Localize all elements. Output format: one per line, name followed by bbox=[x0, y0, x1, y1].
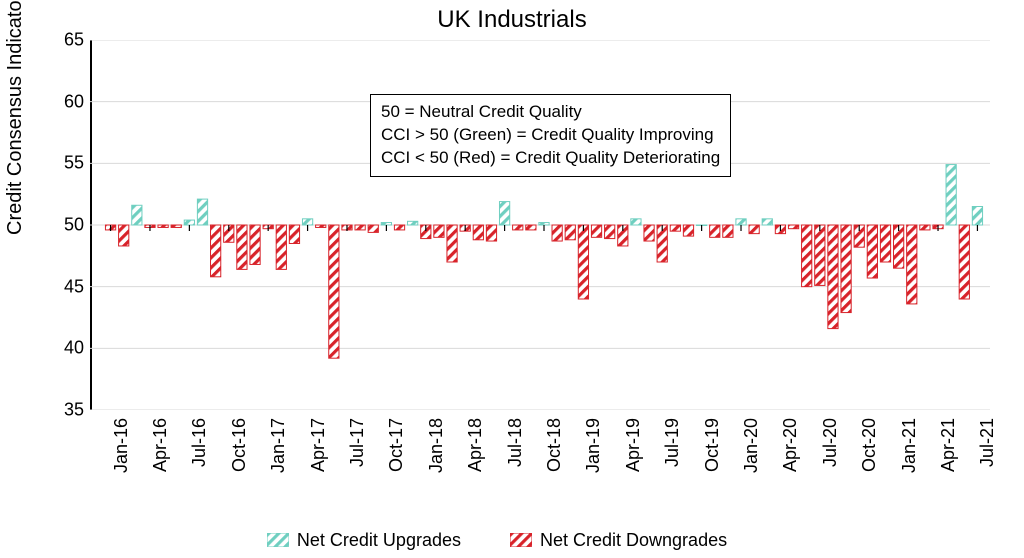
bar-downgrade bbox=[815, 225, 825, 285]
x-tick-label: Oct-19 bbox=[702, 418, 723, 472]
x-tick-label: Jul-18 bbox=[505, 418, 526, 467]
bar-downgrade bbox=[802, 225, 812, 287]
y-axis-label: Credit Consensus Indicator (CCI) bbox=[4, 0, 27, 235]
y-tick-label: 45 bbox=[64, 276, 84, 297]
bar-downgrade bbox=[749, 225, 759, 234]
y-tick-label: 65 bbox=[64, 30, 84, 51]
x-tick-label: Jan-18 bbox=[426, 418, 447, 473]
legend-label-upgrades: Net Credit Upgrades bbox=[297, 530, 461, 551]
legend-item-upgrades: Net Credit Upgrades bbox=[297, 530, 461, 551]
bar-upgrade bbox=[972, 207, 982, 226]
bar-downgrade bbox=[276, 225, 286, 269]
bar-downgrade bbox=[920, 225, 930, 230]
bar-upgrade bbox=[197, 199, 207, 225]
legend-item-downgrades: Net Credit Downgrades bbox=[510, 530, 727, 551]
bar-upgrade bbox=[736, 219, 746, 225]
plot-area: 50 = Neutral Credit Quality CCI > 50 (Gr… bbox=[90, 40, 990, 410]
bar-downgrade bbox=[368, 225, 378, 232]
bar-downgrade bbox=[894, 225, 904, 268]
x-tick-label: Jul-17 bbox=[347, 418, 368, 467]
bar-downgrade bbox=[473, 225, 483, 240]
bar-upgrade bbox=[132, 205, 142, 225]
bar-upgrade bbox=[946, 165, 956, 225]
annotation-line: CCI > 50 (Green) = Credit Quality Improv… bbox=[381, 124, 720, 147]
chart-container: UK Industrials Credit Consensus Indicato… bbox=[0, 0, 1024, 558]
y-tick-label: 40 bbox=[64, 338, 84, 359]
bar-downgrade bbox=[723, 225, 733, 237]
x-tick-label: Oct-17 bbox=[386, 418, 407, 472]
bar-downgrade bbox=[683, 225, 693, 236]
legend-label-downgrades: Net Credit Downgrades bbox=[540, 530, 727, 551]
x-tick-label: Jul-21 bbox=[977, 418, 998, 467]
x-tick-label: Apr-17 bbox=[308, 418, 329, 472]
x-tick-label: Apr-20 bbox=[780, 418, 801, 472]
bar-downgrade bbox=[788, 225, 798, 229]
bar-downgrade bbox=[578, 225, 588, 299]
bar-downgrade bbox=[329, 225, 339, 358]
y-tick-label: 35 bbox=[64, 400, 84, 421]
x-tick-label: Jan-19 bbox=[583, 418, 604, 473]
bar-downgrade bbox=[605, 225, 615, 239]
bar-downgrade bbox=[355, 225, 365, 230]
bar-downgrade bbox=[710, 225, 720, 237]
bar-upgrade bbox=[499, 202, 509, 225]
bar-downgrade bbox=[119, 225, 129, 246]
x-tick-label: Apr-21 bbox=[938, 418, 959, 472]
x-tick-label: Oct-18 bbox=[544, 418, 565, 472]
bar-downgrade bbox=[513, 225, 523, 230]
bar-downgrade bbox=[447, 225, 457, 262]
x-tick-label: Jul-20 bbox=[820, 418, 841, 467]
bar-downgrade bbox=[880, 225, 890, 262]
bar-upgrade bbox=[762, 219, 772, 225]
bar-downgrade bbox=[552, 225, 562, 241]
bar-downgrade bbox=[394, 225, 404, 230]
legend: Net Credit Upgrades Net Credit Downgrade… bbox=[0, 530, 1024, 553]
bar-downgrade bbox=[670, 225, 680, 231]
bar-upgrade bbox=[408, 221, 418, 225]
x-tick-label: Jan-16 bbox=[111, 418, 132, 473]
bar-upgrade bbox=[381, 223, 391, 225]
x-tick-label: Apr-16 bbox=[150, 418, 171, 472]
bar-downgrade bbox=[828, 225, 838, 329]
bar-downgrade bbox=[591, 225, 601, 237]
bar-downgrade bbox=[434, 225, 444, 237]
bar-downgrade bbox=[526, 225, 536, 230]
bar-upgrade bbox=[302, 219, 312, 225]
bar-downgrade bbox=[867, 225, 877, 278]
x-tick-label: Apr-19 bbox=[623, 418, 644, 472]
bar-downgrade bbox=[907, 225, 917, 304]
annotation-line: CCI < 50 (Red) = Credit Quality Deterior… bbox=[381, 147, 720, 170]
y-tick-label: 50 bbox=[64, 215, 84, 236]
annotation-box: 50 = Neutral Credit Quality CCI > 50 (Gr… bbox=[370, 94, 731, 177]
chart-title: UK Industrials bbox=[0, 6, 1024, 34]
legend-swatch-upgrades-svg bbox=[267, 533, 289, 547]
x-tick-label: Apr-18 bbox=[465, 418, 486, 472]
bar-upgrade bbox=[184, 220, 194, 225]
bar-downgrade bbox=[211, 225, 221, 277]
bar-downgrade bbox=[237, 225, 247, 269]
bar-downgrade bbox=[644, 225, 654, 241]
bar-upgrade bbox=[539, 223, 549, 225]
x-tick-label: Oct-20 bbox=[859, 418, 880, 472]
bar-downgrade bbox=[959, 225, 969, 299]
x-tick-label: Jan-21 bbox=[899, 418, 920, 473]
y-tick-label: 55 bbox=[64, 153, 84, 174]
bar-downgrade bbox=[565, 225, 575, 240]
bar-downgrade bbox=[250, 225, 260, 264]
bar-downgrade bbox=[316, 225, 326, 227]
bar-upgrade bbox=[631, 219, 641, 225]
bar-downgrade bbox=[486, 225, 496, 241]
y-tick-label: 60 bbox=[64, 91, 84, 112]
x-tick-label: Jul-19 bbox=[662, 418, 683, 467]
x-tick-label: Jan-20 bbox=[741, 418, 762, 473]
bar-downgrade bbox=[289, 225, 299, 244]
bar-downgrade bbox=[158, 225, 168, 227]
x-tick-label: Oct-16 bbox=[229, 418, 250, 472]
bar-downgrade bbox=[841, 225, 851, 313]
legend-swatch-downgrades-svg bbox=[510, 533, 532, 547]
x-tick-label: Jan-17 bbox=[268, 418, 289, 473]
bar-downgrade bbox=[171, 225, 181, 227]
annotation-line: 50 = Neutral Credit Quality bbox=[381, 101, 720, 124]
x-tick-label: Jul-16 bbox=[189, 418, 210, 467]
